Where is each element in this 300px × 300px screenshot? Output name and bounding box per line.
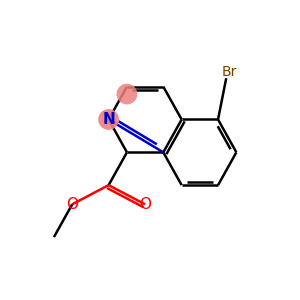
Text: O: O: [139, 197, 151, 212]
Text: N: N: [102, 112, 115, 127]
Circle shape: [116, 84, 137, 104]
Text: Br: Br: [221, 65, 237, 79]
Circle shape: [98, 109, 119, 130]
Text: O: O: [66, 197, 78, 212]
